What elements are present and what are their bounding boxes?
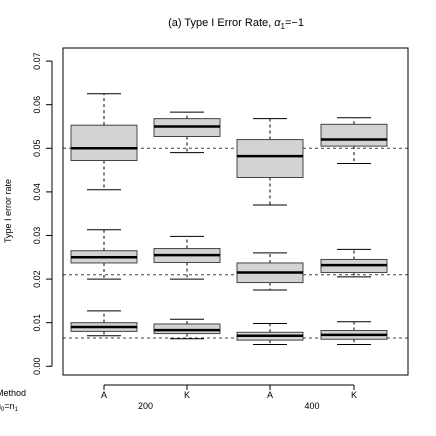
box-group bbox=[236, 118, 304, 206]
x-tick-label-method: K bbox=[184, 390, 190, 400]
x-axis-sample-size-label: n0=n1 bbox=[0, 401, 19, 413]
x-group-label-sample-size: 400 bbox=[304, 401, 319, 411]
y-tick-label: 0.00 bbox=[32, 358, 42, 376]
y-tick-label: 0.03 bbox=[32, 227, 42, 245]
y-axis: 0.00 0.01 0.02 0.03 0.04 0.05 0.06 0.07 bbox=[32, 52, 53, 376]
box-group bbox=[153, 235, 221, 280]
x-group-label-sample-size: 200 bbox=[138, 401, 153, 411]
box-group bbox=[236, 252, 304, 291]
y-tick-label: 0.06 bbox=[32, 96, 42, 114]
box-group bbox=[153, 318, 221, 340]
box-group bbox=[70, 310, 138, 337]
box-group bbox=[70, 229, 138, 280]
box-group bbox=[320, 117, 388, 165]
x-axis: A K A K 200 400 bbox=[101, 384, 357, 411]
y-tick-label: 0.04 bbox=[32, 183, 42, 201]
y-tick-label: 0.05 bbox=[32, 140, 42, 158]
reference-lines bbox=[63, 147, 408, 339]
box bbox=[70, 124, 138, 161]
x-tick-label-method: K bbox=[351, 390, 357, 400]
y-tick-label: 0.07 bbox=[32, 52, 42, 70]
y-axis-title: Type I error rate bbox=[3, 179, 13, 243]
box bbox=[153, 323, 221, 335]
box-group bbox=[320, 321, 388, 345]
box-group bbox=[236, 323, 304, 345]
plot-frame bbox=[62, 47, 409, 376]
boxes bbox=[70, 93, 388, 345]
y-tick-label: 0.02 bbox=[32, 270, 42, 288]
x-axis-method-label: Method bbox=[0, 388, 26, 398]
box bbox=[236, 139, 304, 178]
box-group bbox=[320, 248, 388, 278]
box-group bbox=[153, 111, 221, 154]
x-tick-label-method: A bbox=[101, 390, 107, 400]
y-tick-label: 0.01 bbox=[32, 314, 42, 332]
box-group bbox=[70, 93, 138, 191]
x-tick-label-method: A bbox=[267, 390, 273, 400]
chart-title: (a) Type I Error Rate, α1=−1 bbox=[168, 17, 304, 31]
box bbox=[320, 123, 388, 147]
